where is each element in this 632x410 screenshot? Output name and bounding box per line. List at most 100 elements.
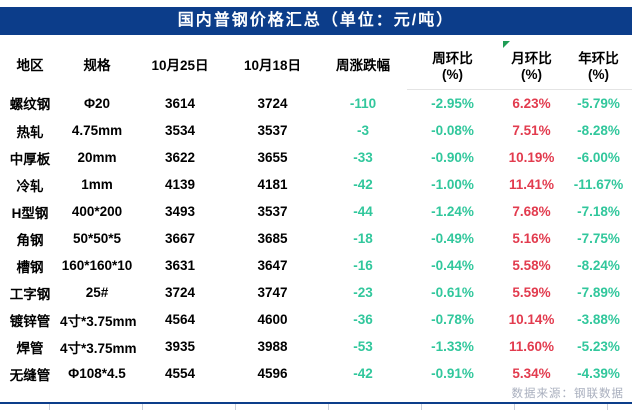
cell-spec: 50*50*5 (72, 231, 122, 246)
cell-mom_pct: 10.19% (508, 150, 555, 165)
cell-mom_pct: 11.60% (508, 339, 555, 354)
cell-mom_pct: 5.34% (512, 366, 551, 381)
cell-price_oct25: 3631 (164, 258, 196, 273)
cell-price_oct25: 3493 (164, 204, 196, 219)
cell-wow_pct: -0.61% (431, 285, 474, 300)
cell-price_oct18: 3685 (257, 231, 288, 246)
cell-spec: 4寸*3.75mm (60, 313, 137, 329)
cell-price_oct25: 4139 (164, 177, 196, 192)
table-row: 镀锌管 4寸*3.75mm 4564 4600 -36 -0.78% 10.14% -3.88… (0, 306, 632, 333)
cell-region: 无缝管 (9, 367, 51, 383)
cell-price_oct25: 3534 (164, 123, 196, 138)
cell-yoy_pct: -6.00% (577, 150, 620, 165)
cell-yoy_pct: -7.89% (577, 285, 620, 300)
cell-wow_pct: -0.44% (431, 258, 474, 273)
price-table: 地区 规格 10月25日 10月18日 周涨跌幅 周环比 (%) (0, 39, 632, 387)
cell-weekly_change: -42 (353, 366, 373, 381)
cell-weekly_change: -36 (353, 312, 373, 327)
cell-weekly_change: -3 (356, 123, 369, 138)
col-header-mom-pct: 月环比 (%) (498, 39, 565, 90)
cell-region: 中厚板 (9, 151, 51, 167)
cell-weekly_change: -44 (353, 204, 373, 219)
cell-spec: 4.75mm (71, 123, 123, 138)
col-header-spec: 规格 (83, 58, 111, 74)
cell-wow_pct: -1.00% (431, 177, 474, 192)
cell-price_oct25: 3935 (164, 339, 196, 354)
cell-region: 热轧 (16, 124, 44, 140)
cell-price_oct18: 3647 (257, 258, 288, 273)
cell-region: H型钢 (11, 205, 49, 221)
col-header-region: 地区 (16, 58, 44, 74)
cell-price_oct18: 4181 (257, 177, 288, 192)
cell-yoy_pct: -7.18% (577, 204, 620, 219)
cell-wow_pct: -1.33% (431, 339, 474, 354)
cell-price_oct25: 3614 (164, 95, 196, 111)
data-source-label: 数据来源：钢联数据 (511, 388, 624, 400)
cell-yoy_pct: -5.23% (577, 339, 620, 354)
table-row: 冷轧 1mm 4139 4181 -42 -1.00% 11.41% -11.67% (0, 171, 632, 198)
cell-yoy_pct: -7.75% (577, 231, 620, 246)
cell-price_oct25: 3667 (164, 231, 196, 246)
cell-price_oct18: 3655 (257, 150, 288, 165)
cell-price_oct18: 3537 (257, 204, 288, 219)
cell-weekly_change: -18 (353, 231, 373, 246)
excel-corner-marker-icon (503, 41, 510, 48)
table-body: 螺纹钢 Φ20 3614 3724 -110 -2.95% 6.23% -5.79% 热轧 4.7… (0, 90, 632, 388)
cell-price_oct18: 4600 (257, 312, 288, 327)
cell-mom_pct: 10.14% (508, 312, 555, 327)
cell-yoy_pct: -11.67% (573, 177, 624, 192)
col-header-oct18: 10月18日 (243, 58, 302, 74)
cell-spec: 25# (85, 285, 109, 300)
table-row: 角钢 50*50*5 3667 3685 -18 -0.49% 5.16% -7.75% (0, 225, 632, 252)
cell-spec: 4寸*3.75mm (60, 340, 137, 356)
cell-mom_pct: 5.58% (512, 258, 551, 273)
table-row: 螺纹钢 Φ20 3614 3724 -110 -2.95% 6.23% -5.79% (0, 90, 632, 118)
cell-mom_pct: 11.41% (508, 177, 555, 192)
cell-price_oct18: 3724 (257, 95, 288, 111)
cell-price_oct18: 3537 (257, 123, 288, 138)
cell-region: 工字钢 (9, 286, 51, 302)
cell-spec: 1mm (81, 177, 113, 192)
cell-weekly_change: -33 (353, 150, 373, 165)
col-header-yoy-pct: 年环比 (%) (565, 39, 632, 90)
cell-yoy_pct: -8.28% (577, 123, 620, 138)
cell-yoy_pct: -4.39% (577, 366, 620, 381)
cell-price_oct25: 4564 (164, 312, 196, 327)
cell-spec: Φ20 (83, 95, 111, 111)
cell-mom_pct: 6.23% (512, 96, 551, 111)
cell-mom_pct: 7.68% (512, 204, 551, 219)
cell-wow_pct: -1.24% (431, 204, 474, 219)
cell-weekly_change: -53 (353, 339, 373, 354)
cell-wow_pct: -0.78% (431, 312, 474, 327)
cell-region: 镀锌管 (9, 313, 51, 329)
cell-price_oct25: 3724 (164, 285, 196, 300)
cell-price_oct18: 3747 (257, 285, 288, 300)
cell-mom_pct: 7.51% (512, 123, 551, 138)
cell-yoy_pct: -3.88% (577, 312, 620, 327)
cell-price_oct18: 3988 (257, 339, 288, 354)
cell-spec: Φ108*4.5 (68, 366, 126, 381)
col-header-weekly-change: 周涨跌幅 (336, 58, 390, 74)
table-row: 工字钢 25# 3724 3747 -23 -0.61% 5.59% -7.89% (0, 279, 632, 306)
cell-weekly_change: -23 (353, 285, 373, 300)
cell-mom_pct: 5.59% (512, 285, 551, 300)
data-source-note: 数据来源：钢联数据 (0, 387, 632, 402)
cell-region: 焊管 (16, 340, 44, 356)
table-row: H型钢 400*200 3493 3537 -44 -1.24% 7.68% -7.18% (0, 198, 632, 225)
cell-price_oct18: 4596 (257, 366, 288, 381)
cell-wow_pct: -0.49% (431, 231, 474, 246)
cell-yoy_pct: -5.79% (577, 96, 620, 111)
cell-region: 冷轧 (16, 178, 44, 194)
table-header-row: 地区 规格 10月25日 10月18日 周涨跌幅 周环比 (%) (0, 39, 632, 90)
cell-wow_pct: -0.08% (431, 123, 474, 138)
cell-price_oct25: 3622 (164, 150, 196, 165)
cell-wow_pct: -0.90% (431, 150, 474, 165)
page-title: 国内普钢价格汇总（单位：元/吨） (177, 12, 455, 29)
cell-weekly_change: -16 (353, 258, 373, 273)
cell-weekly_change: -42 (353, 177, 373, 192)
table-row: 中厚板 20mm 3622 3655 -33 -0.90% 10.19% -6.00% (0, 144, 632, 171)
cell-spec: 20mm (77, 150, 117, 165)
table-row: 热轧 4.75mm 3534 3537 -3 -0.08% 7.51% -8.28% (0, 117, 632, 144)
cell-spec: 400*200 (71, 204, 123, 219)
